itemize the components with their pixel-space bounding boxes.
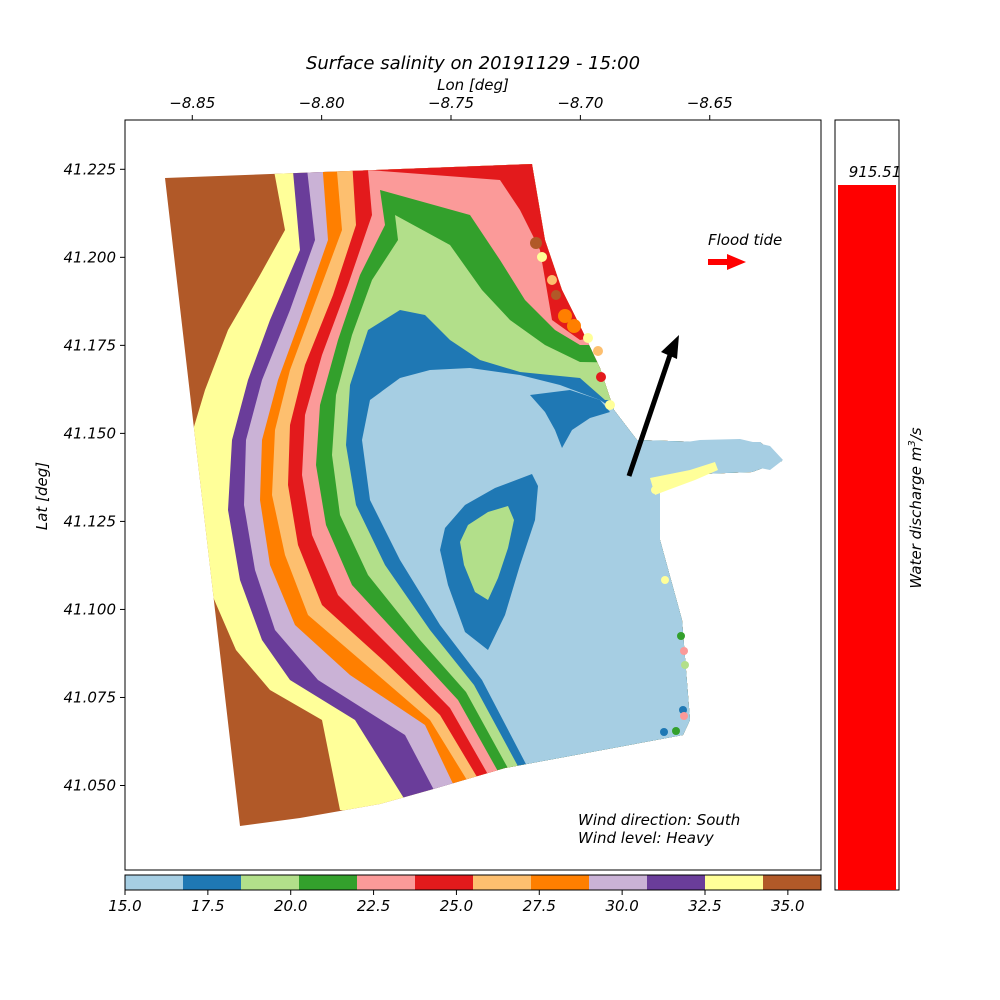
x-axis-label: Lon [deg] (437, 76, 509, 94)
colorbar-segment (589, 875, 647, 890)
coast-dot (567, 319, 581, 333)
colorbar-tick-label: 20.0 (274, 897, 307, 915)
y-axis-label: Lat [deg] (33, 462, 51, 530)
colorbar-tick-label: 17.5 (191, 897, 224, 915)
wind-arrow (626, 335, 679, 477)
coast-dot (651, 486, 659, 494)
colorbar-segment (415, 875, 473, 890)
y-tick-label: 41.175 (64, 336, 117, 354)
discharge-bar (838, 185, 896, 890)
flood-tide-label: Flood tide (708, 231, 782, 249)
salinity-colorbar (124, 874, 822, 891)
discharge-value-label: 915.51 (849, 163, 902, 181)
coast-dot (680, 712, 688, 720)
colorbar-segment (763, 875, 821, 890)
colorbar-frame (124, 874, 822, 891)
colorbar-segment (647, 875, 705, 890)
coast-dot (596, 372, 606, 382)
flood-tide-arrow-head (727, 254, 746, 270)
colorbar-segment (299, 875, 357, 890)
colorbar-tick-label: 27.5 (523, 897, 556, 915)
colorbar-segment (357, 875, 415, 890)
discharge-label-sup: 3 (907, 440, 918, 446)
y-tick-label: 41.100 (64, 600, 117, 618)
x-axis-ticks: −8.85 −8.80 −8.75 −8.70 −8.65 (169, 94, 733, 120)
colorbar-tick-label: 25.0 (440, 897, 473, 915)
y-axis-ticks: 41.225 41.200 41.175 41.150 41.125 41.100 41.0… (64, 160, 125, 794)
coast-dot (558, 309, 572, 323)
colorbar-segment (183, 875, 241, 890)
x-tick-label: −8.80 (299, 94, 345, 112)
wind-level-text: Wind level: Heavy (578, 829, 715, 847)
colorbar-tick-label: 35.0 (771, 897, 804, 915)
y-tick-label: 41.225 (64, 160, 117, 178)
wind-arrow-head (661, 335, 679, 359)
colorbar-segment (473, 875, 531, 890)
y-tick-label: 41.200 (64, 248, 117, 266)
x-tick-label: −8.65 (687, 94, 733, 112)
coast-dot (677, 632, 685, 640)
discharge-axis-label: Water discharge m3/s (907, 427, 925, 588)
river-estuary (632, 439, 783, 482)
y-tick-label: 41.150 (64, 424, 117, 442)
coast-dot (593, 346, 603, 356)
coast-dot (660, 728, 668, 736)
discharge-label-main: Water discharge m (907, 447, 925, 589)
x-tick-label: −8.75 (428, 94, 474, 112)
coast-dot (679, 706, 687, 714)
colorbar-segment (531, 875, 589, 890)
y-tick-label: 41.125 (64, 512, 117, 530)
coast-dot (551, 290, 561, 300)
flood-tide-arrow-shaft (708, 259, 730, 265)
colorbar-tick-label: 15.0 (108, 897, 141, 915)
coast-dot (681, 661, 689, 669)
channel-inlet (530, 390, 610, 448)
wind-arrow-shaft (626, 354, 673, 477)
coast-dot (661, 576, 669, 584)
flood-tide-arrow (708, 254, 746, 270)
colorbar-ticks: 15.0 17.5 20.0 22.5 25.0 27.5 30.0 32.5 35.0 (108, 890, 805, 915)
coast-dot (583, 333, 593, 343)
colorbar-segment (241, 875, 299, 890)
colorbar-tick-label: 22.5 (357, 897, 390, 915)
y-tick-label: 41.075 (64, 688, 117, 706)
river-bank (650, 462, 718, 495)
chart-title: Surface salinity on 20191129 - 15:00 (306, 53, 640, 74)
map-axes-frame (124, 119, 822, 871)
coast-dot (680, 647, 688, 655)
x-tick-label: −8.85 (169, 94, 215, 112)
colorbar-segment (705, 875, 763, 890)
discharge-label-tail: /s (907, 427, 925, 442)
coast-dot (605, 400, 615, 410)
coast-dot (530, 237, 542, 249)
salinity-field (165, 164, 782, 826)
colorbar-tick-label: 30.0 (605, 897, 638, 915)
salinity-core-19-3 (460, 506, 514, 600)
colorbar-tick-label: 32.5 (688, 897, 721, 915)
wind-direction-text: Wind direction: South (578, 811, 740, 829)
coast-dot (537, 252, 547, 262)
x-tick-label: −8.70 (557, 94, 603, 112)
colorbar-segment (125, 875, 183, 890)
coast-dot (672, 727, 680, 735)
coastline-dots (530, 237, 689, 736)
coast-dot (547, 275, 557, 285)
y-tick-label: 41.050 (64, 776, 117, 794)
